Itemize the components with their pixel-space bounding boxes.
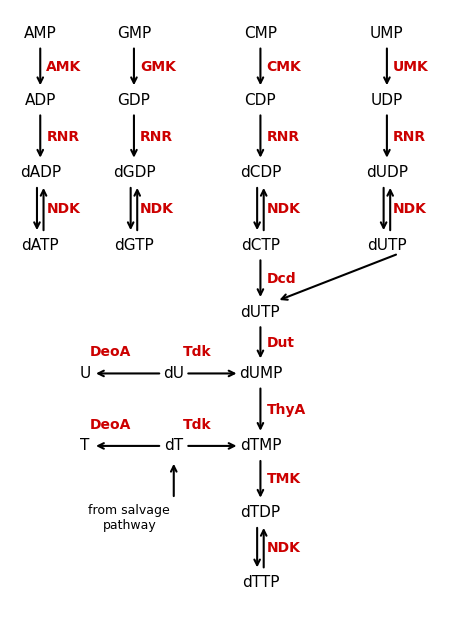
Text: dATP: dATP — [21, 238, 59, 253]
Text: dCDP: dCDP — [240, 165, 281, 180]
Text: RNR: RNR — [46, 129, 80, 144]
Text: DeoA: DeoA — [90, 418, 131, 432]
Text: dUMP: dUMP — [239, 366, 282, 381]
Text: ADP: ADP — [25, 93, 56, 108]
Text: NDK: NDK — [266, 540, 301, 554]
Text: dUTP: dUTP — [367, 238, 407, 253]
Text: dGDP: dGDP — [113, 165, 155, 180]
Text: NDK: NDK — [266, 202, 301, 216]
Text: AMP: AMP — [24, 26, 56, 41]
Text: CMK: CMK — [266, 60, 301, 74]
Text: Tdk: Tdk — [183, 418, 212, 432]
Text: U: U — [79, 366, 91, 381]
Text: AMK: AMK — [46, 60, 82, 74]
Text: NDK: NDK — [393, 202, 427, 216]
Text: dT: dT — [164, 438, 183, 453]
Text: NDK: NDK — [46, 202, 80, 216]
Text: dUTP: dUTP — [241, 304, 280, 320]
Text: GMP: GMP — [117, 26, 151, 41]
Text: RNR: RNR — [140, 129, 173, 144]
Text: dTDP: dTDP — [240, 505, 281, 520]
Text: UMK: UMK — [393, 60, 429, 74]
Text: UMP: UMP — [370, 26, 404, 41]
Text: TMK: TMK — [266, 472, 301, 487]
Text: T: T — [80, 438, 90, 453]
Text: RNR: RNR — [266, 129, 300, 144]
Text: dADP: dADP — [20, 165, 61, 180]
Text: DeoA: DeoA — [90, 345, 131, 359]
Text: NDK: NDK — [140, 202, 174, 216]
Text: RNR: RNR — [393, 129, 426, 144]
Text: dTMP: dTMP — [240, 438, 281, 453]
Text: CDP: CDP — [245, 93, 276, 108]
Text: CMP: CMP — [244, 26, 277, 41]
Text: Dut: Dut — [266, 336, 294, 350]
Text: GDP: GDP — [118, 93, 150, 108]
Text: from salvage
pathway: from salvage pathway — [88, 504, 170, 533]
Text: Dcd: Dcd — [266, 272, 296, 286]
Text: dCTP: dCTP — [241, 238, 280, 253]
Text: dTTP: dTTP — [242, 575, 279, 590]
Text: UDP: UDP — [371, 93, 403, 108]
Text: Tdk: Tdk — [183, 345, 212, 359]
Text: ThyA: ThyA — [266, 403, 306, 417]
Text: dUDP: dUDP — [366, 165, 408, 180]
Text: GMK: GMK — [140, 60, 176, 74]
Text: dGTP: dGTP — [114, 238, 154, 253]
Text: dU: dU — [163, 366, 184, 381]
